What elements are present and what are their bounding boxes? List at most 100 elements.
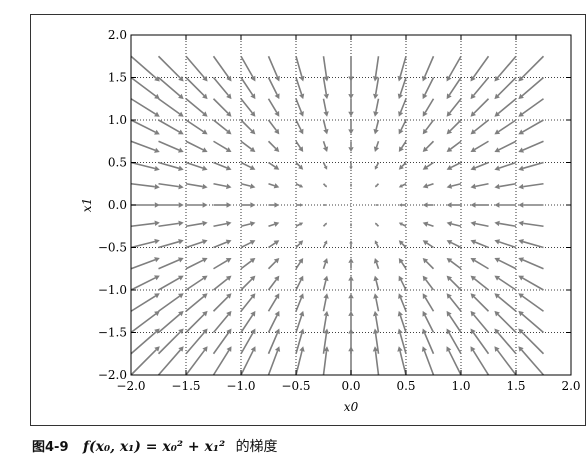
gradient-arrow [157, 346, 184, 376]
gradient-arrow [470, 98, 490, 117]
gradient-arrow [470, 293, 490, 312]
gradient-arrow [373, 77, 380, 100]
gradient-arrow [130, 310, 160, 334]
gradient-arrow [240, 182, 256, 189]
gradient-arrow [518, 310, 545, 334]
gradient-arrow [494, 98, 517, 117]
gradient-arrow [446, 240, 462, 249]
gradient-arrow [157, 310, 184, 334]
gradient-arrow [470, 257, 489, 270]
gradient-arrow [422, 119, 435, 135]
gradient-arrow [240, 161, 256, 170]
gradient-arrow [130, 98, 160, 117]
gradient-arrow [398, 293, 407, 312]
gradient-arrow [322, 310, 329, 333]
gradient-arrow [185, 55, 208, 82]
gradient-arrow [349, 162, 353, 170]
y-tick-label: −1.0 [98, 283, 127, 297]
gradient-arrow [470, 140, 489, 153]
gradient-arrow [494, 161, 517, 171]
gradient-arrow [322, 293, 329, 312]
gradient-arrow [158, 161, 184, 171]
gradient-arrow [348, 310, 354, 333]
gradient-arrow [470, 182, 489, 190]
gradient-arrow [322, 346, 330, 376]
gradient-arrow [295, 98, 304, 117]
gradient-arrow [212, 98, 232, 117]
gradient-arrow [348, 257, 354, 269]
gradient-arrow [158, 220, 184, 228]
gradient-arrow [240, 240, 256, 249]
gradient-arrow [494, 202, 516, 208]
gradient-arrow [422, 293, 435, 312]
gradient-arrow [130, 76, 160, 100]
gradient-arrow [267, 257, 280, 270]
gradient-arrow [494, 346, 517, 376]
gradient-arrow [422, 161, 434, 170]
gradient-arrow [518, 202, 544, 208]
gradient-arrow [422, 77, 435, 100]
y-tick-label: −2.0 [98, 368, 127, 382]
x-tick-label: −1.5 [171, 379, 200, 393]
gradient-arrow [446, 346, 462, 376]
gradient-arrow [373, 257, 380, 270]
gradient-arrow [267, 275, 280, 291]
gradient-arrow [185, 239, 208, 249]
gradient-arrow [185, 98, 208, 117]
gradient-arrow [267, 77, 280, 100]
gradient-arrow [494, 119, 517, 135]
gradient-arrow [186, 202, 208, 208]
gradient-arrow [348, 120, 354, 135]
x-tick-label: −0.5 [281, 379, 310, 393]
gradient-arrow [240, 257, 256, 270]
arrow-field [130, 55, 545, 376]
gradient-arrow [212, 293, 232, 312]
gradient-arrow [349, 240, 353, 248]
gradient-arrow [494, 293, 517, 312]
gradient-arrow [158, 239, 184, 249]
gradient-arrow [446, 275, 462, 291]
gradient-arrow [240, 346, 256, 376]
gradient-arrow [130, 220, 160, 228]
gradient-arrow [446, 293, 462, 312]
gradient-arrow [398, 203, 406, 207]
gradient-arrow [130, 182, 160, 190]
gradient-arrow [446, 221, 462, 228]
gradient-arrow [213, 119, 232, 135]
gradient-arrow [322, 183, 328, 188]
gradient-arrow [397, 328, 407, 354]
gradient-arrow [212, 310, 232, 334]
gradient-arrow [130, 161, 160, 172]
y-axis-label: x1 [80, 198, 94, 212]
gradient-arrow [130, 293, 160, 312]
x-axis-ticks: −2.0 −1.5 −1.0 −0.5 0.0 0.5 1.0 1.5 2.0 [116, 35, 581, 393]
gradient-arrow [295, 240, 304, 249]
gradient-arrow [470, 346, 490, 376]
gradient-arrow [422, 275, 435, 291]
gradient-arrow [350, 222, 352, 227]
gradient-arrow [240, 77, 256, 100]
gradient-arrow [470, 239, 489, 249]
gradient-arrow [240, 275, 256, 291]
gradient-arrow [398, 161, 407, 170]
gradient-arrow [240, 55, 256, 82]
gradient-arrow [213, 161, 232, 171]
gradient-arrow [374, 183, 380, 188]
gradient-arrow [212, 76, 232, 100]
gradient-arrow [518, 55, 545, 82]
gradient-arrow [518, 275, 544, 291]
gradient-arrow [185, 161, 208, 171]
gradient-arrow [518, 293, 544, 312]
gradient-arrow [212, 55, 232, 82]
x-axis-label: x0 [344, 400, 359, 414]
gradient-arrow [470, 119, 489, 135]
gradient-arrow [322, 77, 329, 100]
gradient-arrow [240, 293, 256, 312]
gradient-arrow [348, 98, 354, 117]
gradient-arrow [446, 140, 462, 153]
gradient-arrow [213, 202, 232, 208]
gradient-arrow [213, 257, 232, 270]
gradient-arrow [518, 346, 545, 376]
gradient-arrow [470, 55, 490, 82]
gradient-arrow [421, 346, 435, 376]
